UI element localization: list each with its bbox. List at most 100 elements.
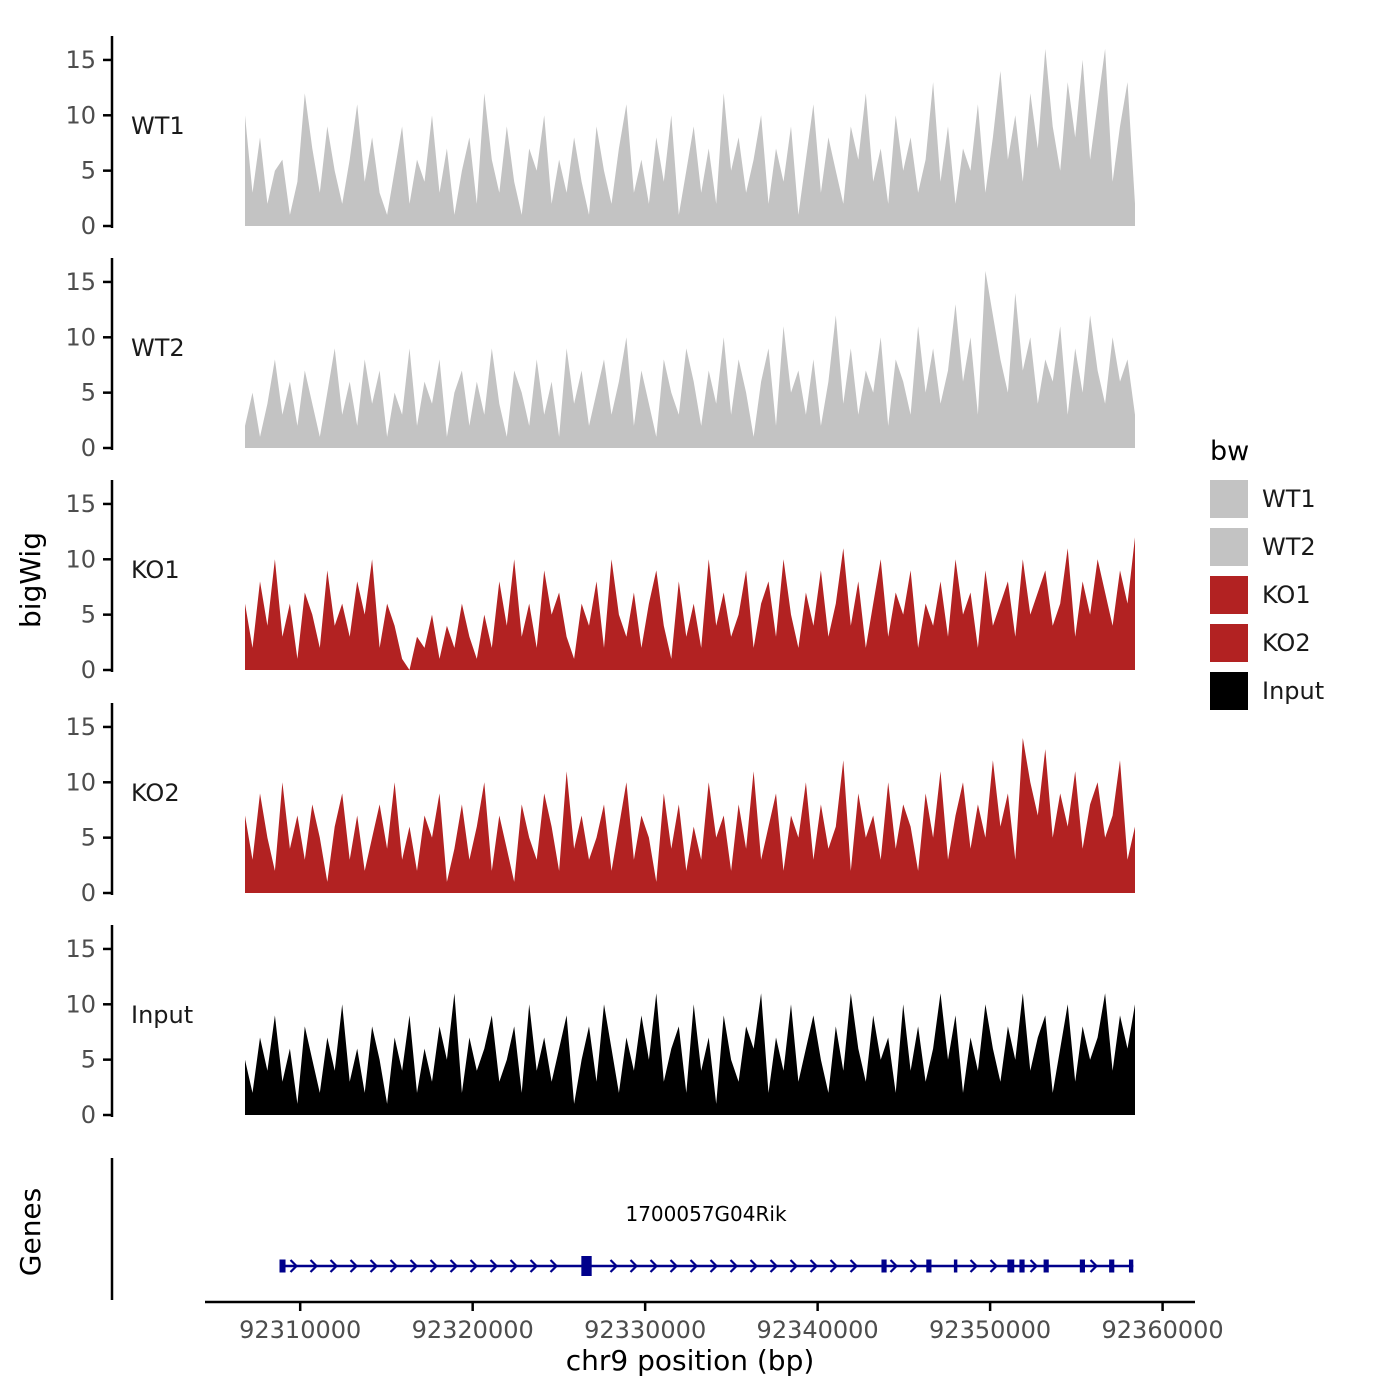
gene-direction-arrow xyxy=(889,1259,899,1273)
y-tick-label: 0 xyxy=(81,879,96,907)
track-panel-ko1: 0 5 10 15 KO1 xyxy=(65,480,1135,684)
track-label-input: Input xyxy=(131,1001,193,1029)
x-tick-label: 92360000 xyxy=(1102,1316,1224,1344)
y-tick-label: 10 xyxy=(65,990,96,1018)
coverage-area-ko2 xyxy=(245,738,1135,893)
gene-direction-arrow xyxy=(669,1259,679,1273)
legend-label-ko1: KO1 xyxy=(1262,581,1311,609)
coverage-area-input xyxy=(245,993,1135,1115)
y-tick-label: 15 xyxy=(65,713,96,741)
gene-direction-arrow xyxy=(1089,1259,1099,1273)
gene-direction-arrow xyxy=(769,1259,779,1273)
track-panel-input: 0 5 10 15 Input xyxy=(65,925,1135,1129)
x-axis-title: chr9 position (bp) xyxy=(566,1344,815,1377)
y-tick-label: 10 xyxy=(65,545,96,573)
gene-direction-arrow xyxy=(909,1259,919,1273)
gene-exon xyxy=(1019,1259,1025,1273)
gene-direction-arrow xyxy=(849,1259,859,1273)
gene-direction-arrow xyxy=(969,1259,979,1273)
y-tick-label: 0 xyxy=(81,434,96,462)
gene-exon xyxy=(926,1259,932,1273)
tracks-layer: 0 5 10 15 WT1 0 5 10 15 WT2 0 5 10 15 KO1 0 5 10 15 KO2 0 5 10… xyxy=(65,36,1135,1129)
legend-swatch-wt1 xyxy=(1210,480,1248,518)
y-tick-label: 5 xyxy=(81,379,96,407)
y-tick-label: 15 xyxy=(65,268,96,296)
track-label-ko2: KO2 xyxy=(131,779,180,807)
gene-exon xyxy=(1043,1259,1049,1273)
gene-direction-arrow xyxy=(449,1259,459,1273)
gene-track-layer xyxy=(110,1158,1134,1300)
gene-exon xyxy=(1128,1259,1134,1273)
x-axis-layer: 92310000 92320000 92330000 92340000 92350000… xyxy=(205,1300,1224,1344)
gene-direction-arrow xyxy=(1029,1259,1039,1273)
gene-exon xyxy=(953,1259,958,1273)
gene-direction-arrow xyxy=(429,1259,439,1273)
x-tick-label: 92350000 xyxy=(929,1316,1051,1344)
gene-direction-arrow xyxy=(409,1259,419,1273)
x-tick-label: 92340000 xyxy=(757,1316,879,1344)
coverage-area-ko1 xyxy=(245,537,1135,670)
gene-direction-arrow xyxy=(629,1259,639,1273)
gene-direction-arrow xyxy=(729,1259,739,1273)
gene-direction-arrow xyxy=(749,1259,759,1273)
legend-title: bw xyxy=(1210,436,1249,467)
legend-label-wt1: WT1 xyxy=(1262,485,1316,513)
y-tick-label: 5 xyxy=(81,824,96,852)
gene-exon xyxy=(279,1259,286,1273)
track-label-wt2: WT2 xyxy=(131,334,185,362)
gene-direction-arrow xyxy=(709,1259,719,1273)
gene-exon xyxy=(581,1256,592,1276)
gene-name-label: 1700057G04Rik xyxy=(625,1202,786,1226)
gene-direction-arrow xyxy=(389,1259,399,1273)
gene-direction-arrow xyxy=(289,1259,299,1273)
gene-direction-arrow xyxy=(349,1259,359,1273)
legend-label-ko2: KO2 xyxy=(1262,629,1311,657)
y-axis-title: bigWig xyxy=(14,532,47,628)
gene-direction-arrow xyxy=(689,1259,699,1273)
x-tick-label: 92330000 xyxy=(584,1316,706,1344)
x-tick-label: 92310000 xyxy=(239,1316,361,1344)
y-tick-label: 15 xyxy=(65,490,96,518)
legend-swatch-ko1 xyxy=(1210,576,1248,614)
track-label-wt1: WT1 xyxy=(131,112,185,140)
genes-panel-title: Genes xyxy=(14,1188,47,1276)
gene-direction-arrow xyxy=(789,1259,799,1273)
y-tick-label: 0 xyxy=(81,656,96,684)
x-tick-label: 92320000 xyxy=(412,1316,534,1344)
legend-label-wt2: WT2 xyxy=(1262,533,1316,561)
gene-exon xyxy=(1007,1259,1015,1273)
y-tick-label: 5 xyxy=(81,1046,96,1074)
gene-exon xyxy=(1079,1259,1085,1273)
gene-direction-arrow xyxy=(989,1259,999,1273)
gene-direction-arrow xyxy=(809,1259,819,1273)
gene-exon xyxy=(881,1259,887,1273)
legend-swatch-wt2 xyxy=(1210,528,1248,566)
gene-direction-arrow xyxy=(489,1259,499,1273)
gene-direction-arrow xyxy=(509,1259,519,1273)
legend-label-input: Input xyxy=(1262,677,1324,705)
y-tick-label: 0 xyxy=(81,1101,96,1129)
y-tick-label: 10 xyxy=(65,101,96,129)
gene-direction-arrow xyxy=(309,1259,319,1273)
gene-direction-arrow xyxy=(549,1259,559,1273)
y-tick-label: 10 xyxy=(65,323,96,351)
y-tick-label: 10 xyxy=(65,768,96,796)
track-panel-wt1: 0 5 10 15 WT1 xyxy=(65,36,1135,240)
gene-direction-arrow xyxy=(529,1259,539,1273)
coverage-area-wt1 xyxy=(245,48,1135,227)
track-panel-ko2: 0 5 10 15 KO2 xyxy=(65,703,1135,907)
y-tick-label: 5 xyxy=(81,157,96,185)
gene-direction-arrow xyxy=(609,1259,619,1273)
gene-direction-arrow xyxy=(829,1259,839,1273)
y-tick-label: 15 xyxy=(65,935,96,963)
gene-direction-arrow xyxy=(649,1259,659,1273)
legend-layer: WT1 WT2 KO1 KO2 Input xyxy=(1210,480,1324,710)
y-tick-label: 5 xyxy=(81,601,96,629)
legend-swatch-ko2 xyxy=(1210,624,1248,662)
coverage-area-wt2 xyxy=(245,270,1135,448)
legend-swatch-input xyxy=(1210,672,1248,710)
gene-direction-arrow xyxy=(469,1259,479,1273)
y-tick-label: 15 xyxy=(65,46,96,74)
